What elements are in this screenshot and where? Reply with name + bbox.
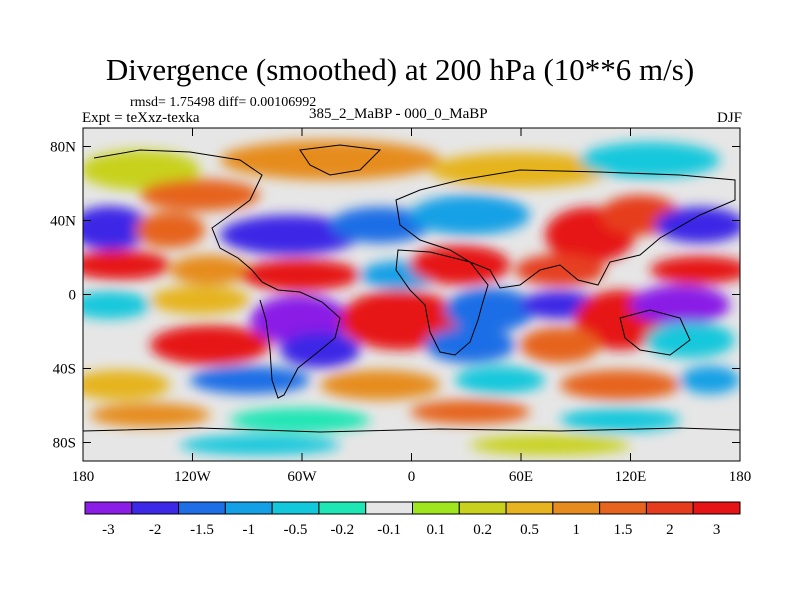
colorbar-swatch (552, 501, 601, 515)
colorbar-label: -0.5 (284, 522, 308, 538)
coast-south-america (259, 281, 341, 399)
colorbar-swatch (178, 501, 226, 515)
x-tick-label: 120W (174, 469, 212, 485)
coast-antarctica (83, 427, 740, 433)
colorbar-label: -1 (243, 522, 256, 538)
y-tick-label: 80N (50, 140, 76, 156)
colorbar-swatch (318, 501, 367, 515)
colorbar-label: 0.2 (473, 522, 492, 538)
colorbar-label: 0.5 (520, 522, 539, 538)
colorbar-swatch (599, 501, 647, 515)
colorbar-label: -0.1 (377, 522, 401, 538)
coast-africa (395, 249, 489, 356)
colorbar-swatch (131, 501, 180, 515)
colorbar-label: -2 (149, 522, 162, 538)
chart-title: Divergence (smoothed) at 200 hPa (10**6 … (105, 52, 695, 87)
comparison-label: 385_2_MaBP - 000_0_MaBP (309, 106, 488, 122)
rmsd-label: rmsd= 1.75498 diff= 0.00106992 (130, 95, 317, 110)
y-tick-label: 80S (53, 436, 76, 452)
contour-field (83, 128, 740, 461)
colorbar-label: -1.5 (190, 522, 214, 538)
x-tick-label: 60E (509, 469, 533, 485)
colorbar-swatch (458, 501, 507, 515)
colorbar-label: 0.1 (427, 522, 446, 538)
colorbar-swatch (645, 501, 694, 515)
x-tick-label: 180 (729, 469, 752, 485)
x-axis: 180 120W 60W 0 60E 120E 180 (72, 128, 752, 485)
colorbar-label: -3 (102, 522, 115, 538)
x-tick-label: 120E (615, 469, 647, 485)
x-tick-label: 180 (72, 469, 95, 485)
coast-australia (619, 309, 691, 356)
colorbar-swatch (412, 501, 460, 515)
y-tick-label: 40N (50, 214, 76, 230)
season-label: DJF (716, 110, 742, 126)
y-tick-label: 0 (69, 288, 77, 304)
y-axis: 80N 40N 0 40S 80S (50, 140, 740, 452)
colorbar-swatch (84, 501, 133, 515)
y-tick-label: 40S (53, 362, 76, 378)
coast-greenland (299, 144, 382, 176)
colorbar-swatch (365, 501, 414, 515)
colorbar-swatch (224, 501, 273, 515)
experiment-label: Expt = teXxz-texka (82, 110, 200, 126)
colorbar-label: 2 (666, 522, 674, 538)
colorbar: -3 -2 -1.5 -1 -0.5 -0.2 -0.1 0.1 0.2 0.5 1 1.5 2 3 (84, 501, 741, 538)
colorbar-label: 1 (573, 522, 581, 538)
colorbar-swatch (505, 501, 554, 515)
coastlines (83, 144, 740, 433)
x-tick-label: 0 (408, 469, 416, 485)
colorbar-swatch (692, 501, 741, 515)
colorbar-swatch (271, 501, 320, 515)
coast-north-america (93, 149, 263, 283)
colorbar-label: 3 (713, 522, 721, 538)
coast-eurasia (395, 169, 736, 289)
colorbar-label: -0.2 (330, 522, 354, 538)
x-tick-label: 60W (287, 469, 317, 485)
colorbar-label: 1.5 (614, 522, 633, 538)
